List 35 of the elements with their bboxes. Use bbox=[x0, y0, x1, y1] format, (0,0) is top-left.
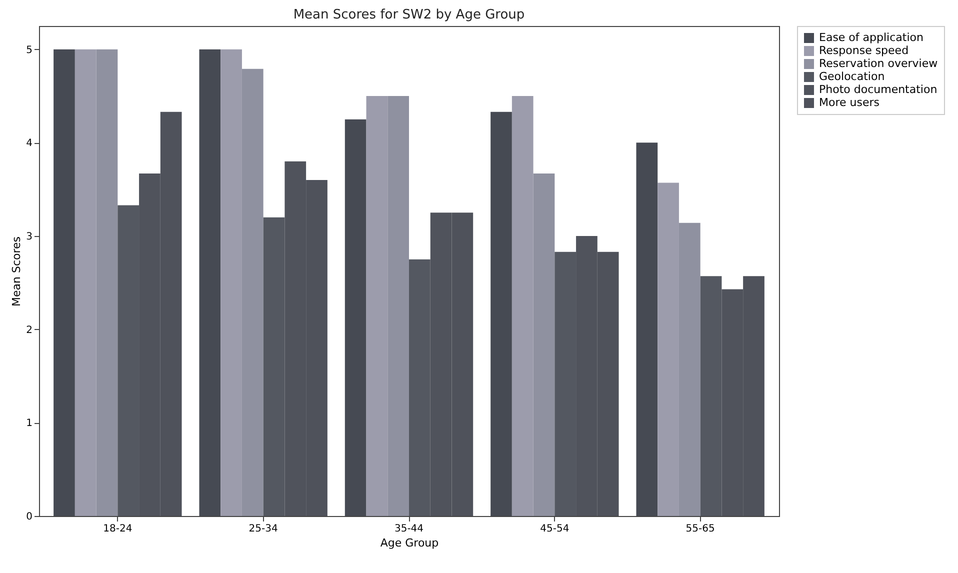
y-tick-label: 3 bbox=[26, 232, 32, 242]
legend-label: Reservation overview bbox=[819, 57, 938, 70]
bar bbox=[388, 96, 409, 516]
y-tick-label: 0 bbox=[26, 512, 32, 522]
bar bbox=[220, 49, 242, 516]
bar bbox=[658, 182, 679, 516]
x-tick-label: 55-65 bbox=[686, 524, 715, 534]
bar bbox=[242, 68, 264, 516]
y-tick-label: 1 bbox=[26, 418, 32, 430]
bar bbox=[199, 49, 221, 516]
bar bbox=[512, 96, 534, 516]
x-tick-label: 35-44 bbox=[394, 524, 424, 534]
x-tick-label: 25-34 bbox=[248, 524, 278, 534]
bar bbox=[96, 49, 118, 516]
x-tick-label: 18-24 bbox=[103, 524, 132, 534]
bar bbox=[54, 49, 75, 516]
x-tick-label: 45-54 bbox=[540, 524, 570, 534]
bar bbox=[678, 222, 700, 516]
legend-label: More users bbox=[819, 96, 880, 109]
bar bbox=[74, 49, 96, 516]
legend-label: Geolocation bbox=[819, 70, 885, 83]
legend-label: Response speed bbox=[819, 44, 909, 57]
bar bbox=[490, 112, 512, 516]
chart-title: Mean Scores for SW2 by Age Group bbox=[293, 8, 525, 22]
y-tick-label: 2 bbox=[26, 324, 32, 336]
bar bbox=[344, 119, 366, 516]
bar bbox=[533, 173, 555, 516]
legend-label: Ease of application bbox=[819, 31, 924, 44]
y-tick-label: 5 bbox=[26, 44, 32, 56]
y-axis-title: Mean Scores bbox=[10, 236, 24, 307]
x-axis-title: Age Group bbox=[380, 536, 439, 550]
bar bbox=[366, 96, 388, 516]
legend-label: Photo documentation bbox=[819, 83, 938, 96]
bar bbox=[636, 142, 658, 516]
y-tick-label: 4 bbox=[26, 138, 32, 150]
